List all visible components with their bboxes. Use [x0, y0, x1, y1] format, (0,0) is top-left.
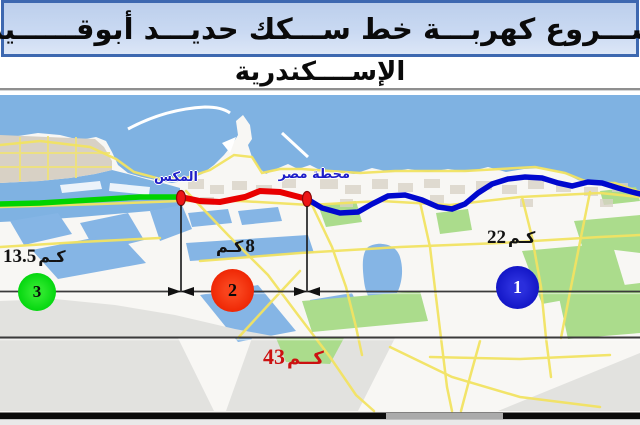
- distance-label-segment-1: 22 كـم: [487, 228, 535, 247]
- bottom-bar-shadow: [0, 419, 640, 425]
- segment-circle-1: 1: [496, 266, 539, 309]
- route-segment-2-red: [178, 187, 310, 206]
- segment-circle-2: 2: [211, 269, 254, 312]
- station-label-misr-station: محطة مصر: [278, 167, 350, 182]
- grey-districts: [0, 299, 640, 411]
- segment-number: 2: [228, 280, 237, 300]
- segment-number: 1: [513, 277, 522, 297]
- label-part: كـم: [216, 237, 244, 256]
- distance-label-segment-3: 13.5 كـم: [3, 247, 66, 266]
- distance-label-segment-2: كـم 8: [216, 237, 255, 256]
- dimension-arrows: [168, 287, 320, 296]
- route-segment-1-blue: [304, 174, 640, 216]
- segment-circle-3: 3: [18, 273, 56, 311]
- label-part: كــم: [287, 348, 324, 369]
- road-network: [0, 139, 640, 413]
- sea-area: [0, 95, 640, 198]
- label-part: كـم: [508, 228, 536, 247]
- label-part: 22: [487, 227, 506, 248]
- bottom-bar-gap: [386, 413, 503, 419]
- station-label-el-max: المكس: [154, 170, 198, 185]
- divider-line-shadow: [0, 90, 640, 91]
- title-box: مشـــروع كهربـــة خط ســـكك حديـــد أبوق…: [0, 0, 640, 57]
- route-segment-3-green: [0, 194, 184, 207]
- station-marker-misr: [301, 190, 313, 208]
- bottom-bar: [0, 412, 640, 420]
- segment-number: 3: [32, 282, 42, 301]
- label-part: 43: [263, 344, 285, 369]
- breakwaters: [127, 105, 310, 159]
- station-marker-el-max: [175, 189, 187, 207]
- port-roads: [0, 136, 112, 181]
- divider-line: [0, 88, 640, 90]
- label-part: كـم: [38, 247, 66, 266]
- alexandria-map: [0, 95, 640, 425]
- piers: [60, 181, 150, 195]
- label-part: 8: [245, 236, 255, 257]
- page-subtitle: الإســــكندرية: [234, 57, 406, 87]
- harbour-water: [0, 170, 180, 222]
- total-distance-label: 43 كــم: [263, 346, 324, 368]
- page-title: مشـــروع كهربـــة خط ســـكك حديـــد أبوق…: [0, 11, 640, 46]
- label-part: 13.5: [3, 246, 37, 267]
